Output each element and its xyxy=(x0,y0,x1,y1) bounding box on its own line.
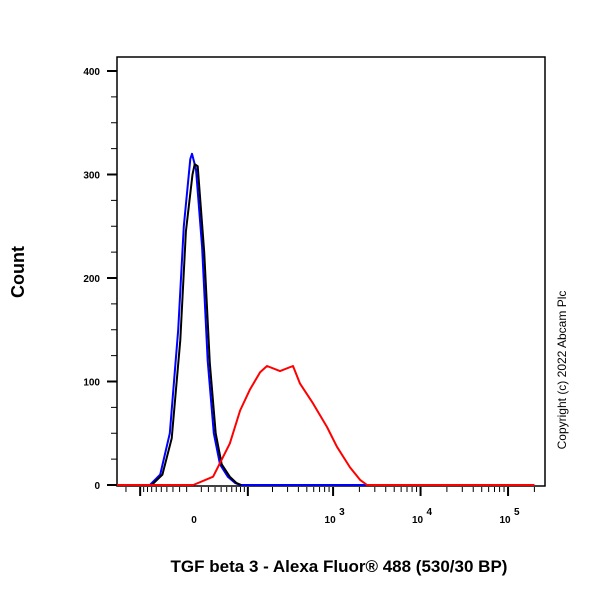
x-tick-exponent: 5 xyxy=(514,507,520,518)
x-tick-exponent: 4 xyxy=(427,507,433,518)
series-group xyxy=(117,152,535,486)
x-tick-label: 10 xyxy=(325,515,337,526)
x-tick-label: 10 xyxy=(499,515,511,526)
x-tick-label: 10 xyxy=(412,515,424,526)
series-line-3 xyxy=(117,365,535,486)
y-axis-label: Count xyxy=(8,246,28,298)
y-tick-label: 0 xyxy=(94,481,100,492)
y-tick-label: 400 xyxy=(83,67,100,78)
series-line-1 xyxy=(149,152,535,486)
copyright-annotation: Copyright (c) 2022 Abcam Plc xyxy=(555,291,569,450)
y-tick-label: 100 xyxy=(83,378,100,389)
x-axis-label: TGF beta 3 - Alexa Fluor® 488 (530/30 BP… xyxy=(171,557,508,576)
y-axis: 0 100 200 300 400 xyxy=(83,67,117,492)
series-line-2 xyxy=(151,163,242,486)
x-tick-exponent: 3 xyxy=(339,507,345,518)
y-tick-label: 200 xyxy=(83,274,100,285)
x-tick-label: 0 xyxy=(191,515,197,526)
y-tick-label: 300 xyxy=(83,171,100,182)
